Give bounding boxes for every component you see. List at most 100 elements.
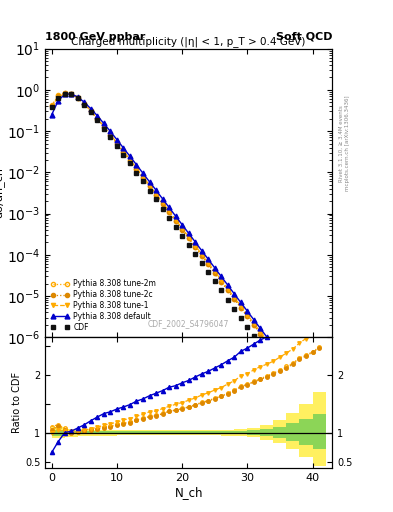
Pythia 8.308 tune-2c — [245, 313, 250, 319]
Pythia 8.308 tune-2c — [252, 322, 256, 328]
Pythia 8.308 tune-2c — [173, 218, 178, 224]
Line: CDF: CDF — [49, 92, 321, 431]
Pythia 8.308 tune-2c — [75, 95, 80, 101]
Pythia 8.308 tune-2m — [239, 305, 243, 311]
Pythia 8.308 tune-2m — [226, 287, 230, 293]
CDF — [154, 197, 158, 203]
Pythia 8.308 tune-1 — [199, 251, 204, 257]
Pythia 8.308 default — [226, 282, 230, 288]
Pythia 8.308 tune-2m — [154, 191, 158, 198]
Pythia 8.308 tune-2m — [277, 357, 282, 363]
CDF — [297, 398, 302, 404]
Pythia 8.308 tune-2c — [212, 270, 217, 276]
Pythia 8.308 default — [245, 308, 250, 314]
Pythia 8.308 tune-2c — [115, 141, 119, 147]
CDF — [62, 91, 67, 97]
CDF — [232, 306, 237, 312]
CDF — [82, 101, 87, 108]
Pythia 8.308 tune-1 — [95, 115, 100, 121]
Pythia 8.308 default — [193, 239, 198, 245]
CDF — [160, 205, 165, 211]
Pythia 8.308 tune-2m — [284, 366, 289, 372]
CDF — [239, 315, 243, 322]
Pythia 8.308 tune-2c — [264, 339, 269, 346]
Pythia 8.308 tune-2m — [50, 102, 54, 109]
Pythia 8.308 default — [264, 334, 269, 340]
CDF — [199, 260, 204, 266]
Pythia 8.308 tune-1 — [252, 320, 256, 326]
Pythia 8.308 tune-1 — [193, 243, 198, 249]
Pythia 8.308 default — [206, 256, 211, 262]
Pythia 8.308 default — [95, 113, 100, 119]
Pythia 8.308 tune-2m — [186, 235, 191, 241]
Pythia 8.308 tune-1 — [128, 156, 132, 162]
Pythia 8.308 tune-2c — [88, 108, 93, 114]
Pythia 8.308 tune-2m — [88, 108, 93, 114]
Pythia 8.308 default — [258, 325, 263, 331]
Pythia 8.308 tune-2m — [290, 374, 295, 380]
Pythia 8.308 default — [56, 97, 61, 103]
Pythia 8.308 tune-2c — [304, 392, 309, 398]
CDF — [167, 215, 171, 221]
Pythia 8.308 tune-2c — [69, 91, 73, 97]
Pythia 8.308 tune-1 — [141, 174, 145, 180]
Pythia 8.308 tune-2m — [115, 140, 119, 146]
Pythia 8.308 tune-2c — [160, 201, 165, 207]
Pythia 8.308 tune-2c — [226, 287, 230, 293]
Pythia 8.308 default — [239, 300, 243, 306]
Pythia 8.308 tune-2m — [264, 339, 269, 346]
Pythia 8.308 default — [232, 291, 237, 297]
Pythia 8.308 default — [141, 170, 145, 176]
CDF — [245, 324, 250, 330]
Pythia 8.308 tune-2m — [62, 90, 67, 96]
Pythia 8.308 tune-2c — [108, 132, 113, 138]
CDF — [75, 95, 80, 101]
CDF — [121, 152, 126, 158]
Pythia 8.308 tune-2m — [193, 244, 198, 250]
Pythia 8.308 tune-1 — [56, 94, 61, 100]
Pythia 8.308 tune-1 — [264, 337, 269, 344]
Pythia 8.308 default — [121, 145, 126, 151]
Pythia 8.308 tune-1 — [232, 294, 237, 301]
Pythia 8.308 tune-2m — [317, 409, 321, 415]
Pythia 8.308 default — [290, 369, 295, 375]
Text: mcplots.cern.ch [arXiv:1306.3436]: mcplots.cern.ch [arXiv:1306.3436] — [345, 96, 350, 191]
Pythia 8.308 tune-1 — [304, 389, 309, 395]
Pythia 8.308 tune-2m — [212, 270, 217, 276]
CDF — [173, 224, 178, 230]
Pythia 8.308 tune-1 — [290, 372, 295, 378]
Pythia 8.308 tune-1 — [101, 123, 106, 130]
Pythia 8.308 default — [271, 343, 276, 349]
CDF — [128, 160, 132, 166]
Pythia 8.308 tune-2m — [310, 400, 315, 406]
Pythia 8.308 default — [134, 162, 139, 168]
CDF — [258, 343, 263, 349]
CDF — [50, 104, 54, 110]
Y-axis label: dσ/dn_ch: dσ/dn_ch — [0, 167, 4, 219]
Pythia 8.308 default — [310, 394, 315, 400]
Pythia 8.308 tune-2m — [95, 116, 100, 122]
Pythia 8.308 tune-2m — [141, 175, 145, 181]
Pythia 8.308 default — [173, 213, 178, 219]
Pythia 8.308 tune-2c — [258, 331, 263, 337]
Pythia 8.308 tune-2c — [239, 305, 243, 311]
Pythia 8.308 tune-1 — [206, 260, 211, 266]
Pythia 8.308 tune-1 — [180, 225, 184, 231]
Pythia 8.308 default — [219, 273, 224, 280]
Pythia 8.308 default — [297, 377, 302, 383]
Pythia 8.308 tune-1 — [226, 286, 230, 292]
CDF — [101, 125, 106, 132]
Pythia 8.308 default — [154, 187, 158, 193]
Pythia 8.308 tune-1 — [212, 268, 217, 274]
Pythia 8.308 tune-2m — [69, 91, 73, 97]
Line: Pythia 8.308 tune-1: Pythia 8.308 tune-1 — [50, 92, 321, 412]
Pythia 8.308 tune-1 — [108, 132, 113, 138]
Pythia 8.308 default — [186, 230, 191, 237]
Pythia 8.308 tune-2c — [134, 166, 139, 172]
Pythia 8.308 default — [167, 204, 171, 210]
Pythia 8.308 tune-2c — [128, 158, 132, 164]
Pythia 8.308 default — [62, 91, 67, 97]
CDF — [277, 370, 282, 376]
Pythia 8.308 tune-2c — [186, 235, 191, 241]
Pythia 8.308 tune-1 — [219, 277, 224, 283]
